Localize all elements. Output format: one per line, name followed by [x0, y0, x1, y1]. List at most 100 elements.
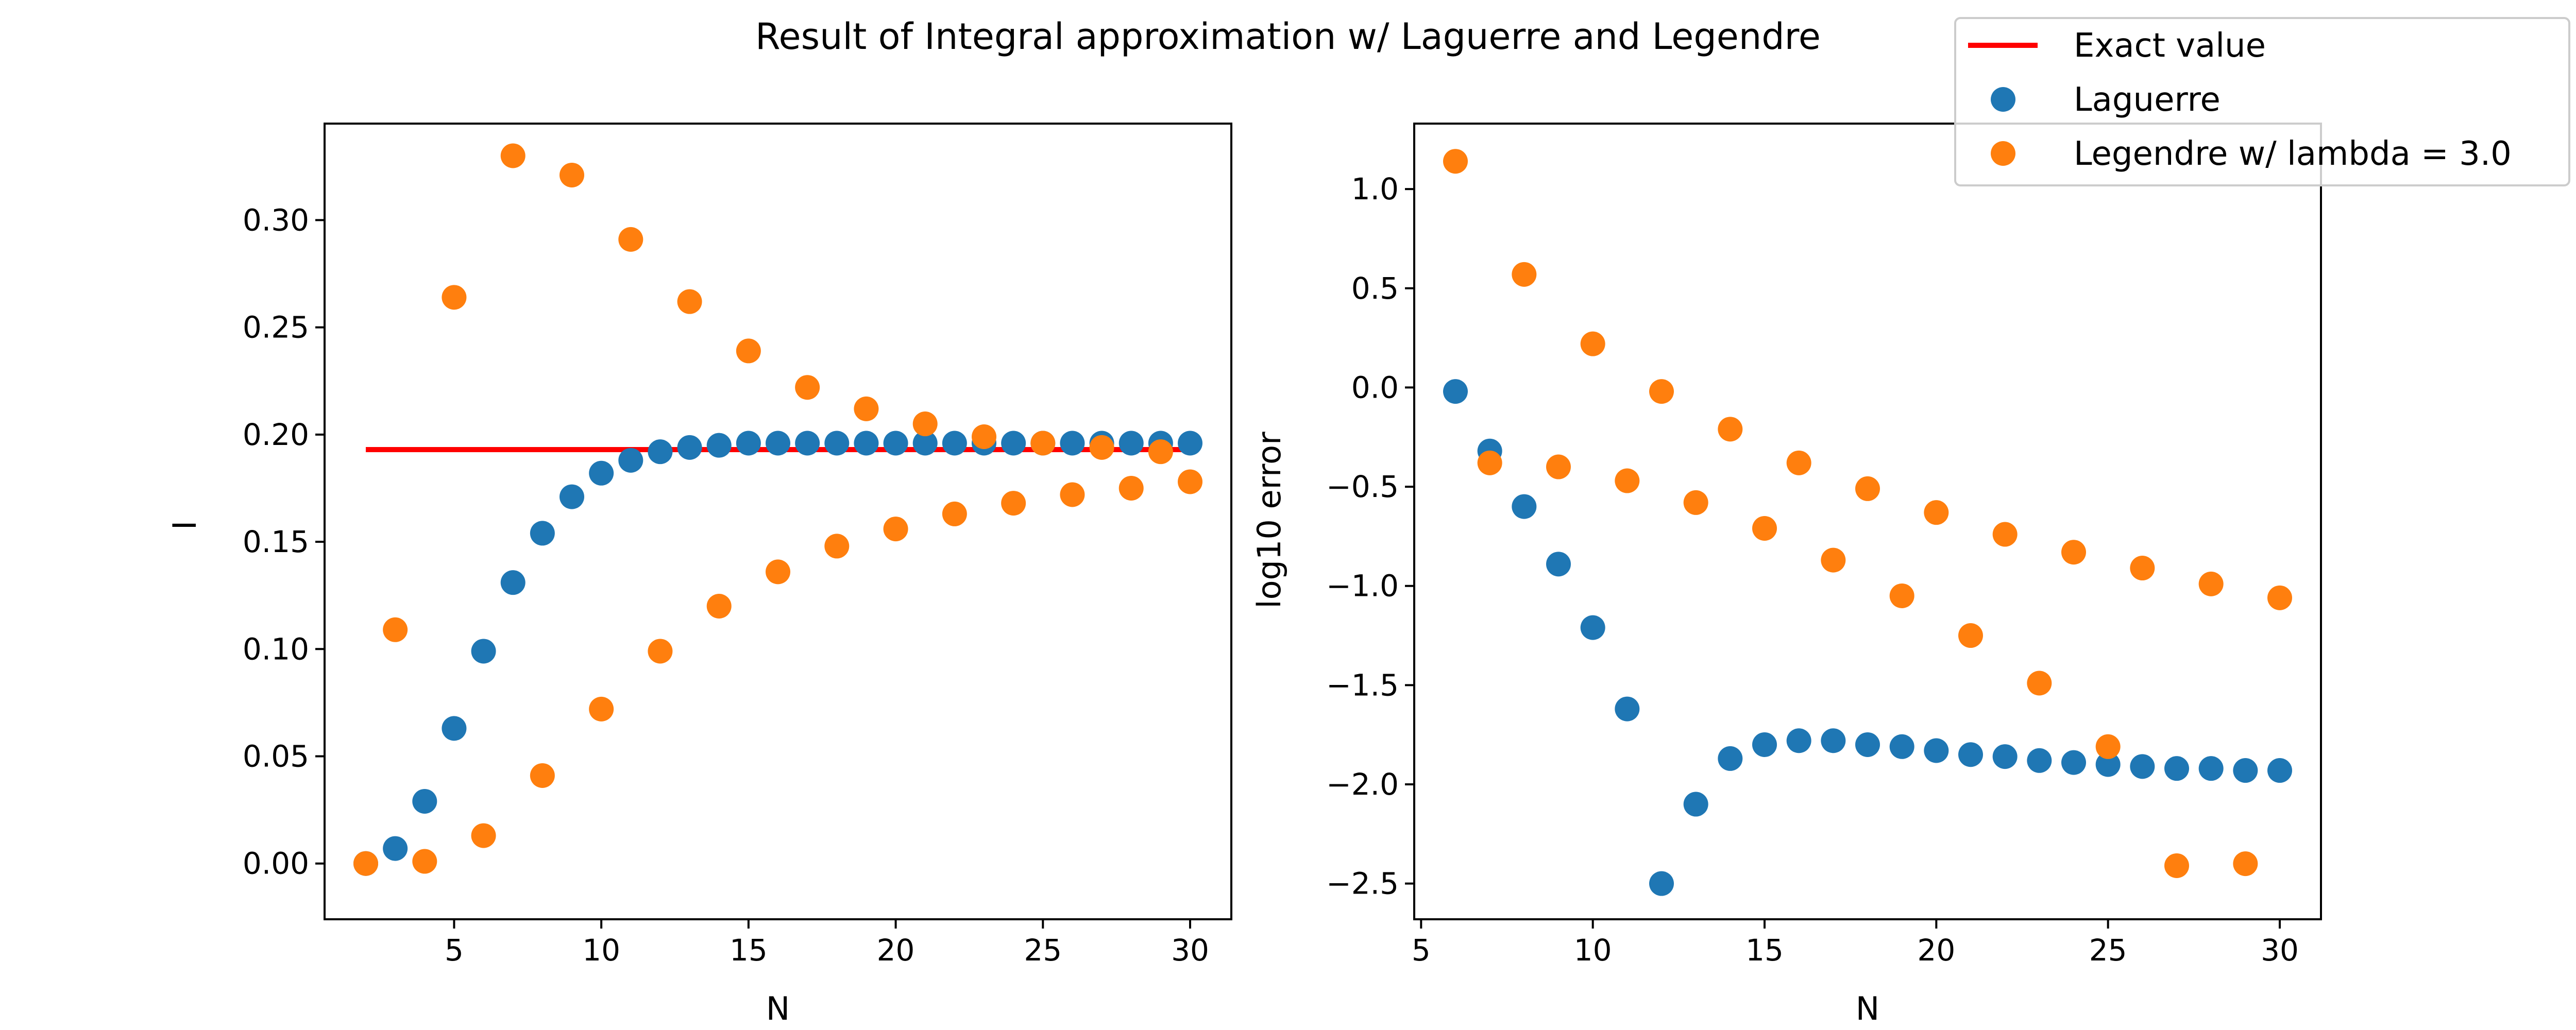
right-plot-laguerre-point	[2027, 748, 2052, 773]
right-plot-legendre-point	[2061, 540, 2086, 565]
right-plot-legendre-point	[2130, 556, 2155, 581]
left-plot-ytick-label: 0.05	[243, 739, 309, 774]
left-plot-legendre-point	[795, 375, 820, 400]
right-plot-laguerre-point	[1958, 742, 1983, 767]
right-plot-laguerre-point	[1821, 728, 1846, 753]
right-plot-laguerre-point	[1924, 738, 1949, 763]
right-plot-laguerre-point	[1889, 734, 1914, 759]
right-plot-legendre-point	[2164, 853, 2189, 878]
right-plot-laguerre-point	[2130, 754, 2155, 779]
right-plot-xtick-label: 20	[1917, 933, 1955, 968]
right-plot-ytick-label: 0.5	[1351, 271, 1399, 306]
right-plot-marks	[1443, 149, 2292, 896]
left-plot-laguerre-point	[1178, 431, 1202, 456]
right-plot-legendre-point	[1546, 454, 1571, 479]
right-plot-laguerre-point	[1615, 696, 1640, 722]
legend-legendre-label: Legendre w/ lambda = 3.0	[2074, 135, 2512, 173]
right-plot-legendre-point	[1752, 516, 1777, 541]
right-plot-xtick-label: 30	[2261, 933, 2299, 968]
right-plot-laguerre-point	[1855, 732, 1880, 757]
right-plot-legendre-point	[1786, 450, 1811, 475]
legend-exact-label: Exact value	[2074, 27, 2266, 65]
right-plot-legendre-point	[1580, 331, 1605, 356]
left-plot-laguerre-point	[530, 521, 555, 546]
right-plot-frame	[1413, 123, 2322, 920]
left-plot-xtick-label: 25	[1024, 933, 1062, 968]
right-plot-legendre-point	[1615, 468, 1640, 493]
left-plot-laguerre-point	[1001, 431, 1026, 456]
right-plot-laguerre-point	[1443, 379, 1468, 404]
left-plot-laguerre-point	[883, 431, 908, 456]
left-plot-laguerre-point	[500, 570, 526, 595]
right-plot-ticks: 5 10 15 20 25 30 −2.5 −2.0 −1.5 −1.0 −0.5 0.0 0.5 1.0	[1326, 171, 2299, 968]
right-plot-legendre-point	[1821, 547, 1846, 573]
figure-title: Result of Integral approximation w/ Lagu…	[755, 15, 1821, 58]
left-plot-legendre-point	[1178, 469, 1202, 494]
right-plot-legendre-point	[1958, 623, 1983, 648]
left-plot-legendre-point	[883, 517, 908, 542]
right-plot-legendre-point	[1924, 500, 1949, 525]
left-plot-legendre-point	[500, 143, 526, 168]
right-plot-legendre-point	[1718, 417, 1743, 442]
left-plot-laguerre-point	[412, 788, 437, 814]
right-plot-legendre-point	[2233, 851, 2258, 877]
left-plot-laguerre-point	[618, 448, 643, 473]
left-plot-laguerre-point	[1118, 431, 1144, 456]
left-plot-legendre-point	[824, 534, 850, 559]
right-plot-xtick-label: 10	[1574, 933, 1612, 968]
right-plot-ytick-label: −1.5	[1326, 667, 1399, 702]
left-plot: 5 10 15 20 25 300.000.050.100.150.200.250.30 …	[166, 123, 1232, 1027]
right-plot: 5 10 15 20 25 30 −2.5 −2.0 −1.5 −1.0 −0.5 0.0 0.5 1.0…	[1250, 123, 2322, 1027]
right-plot-legendre-point	[2095, 734, 2121, 759]
left-plot-ytick-label: 0.30	[243, 202, 309, 237]
left-plot-legendre-point	[942, 501, 967, 526]
left-plot-laguerre-point	[912, 431, 938, 456]
left-plot-laguerre-point	[942, 431, 967, 456]
right-plot-xtick-label: 15	[1745, 933, 1784, 968]
left-plot-xtick-label: 5	[445, 933, 464, 968]
right-plot-ytick-label: 1.0	[1351, 171, 1399, 207]
left-plot-laguerre-point	[442, 716, 467, 741]
right-plot-ytick-label: −2.0	[1326, 767, 1399, 802]
legend-laguerre-label: Laguerre	[2074, 81, 2221, 119]
left-plot-laguerre-point	[736, 431, 761, 456]
left-plot-legendre-point	[1148, 439, 1173, 465]
right-plot-legendre-point	[1512, 262, 1537, 287]
left-plot-laguerre-point	[589, 460, 614, 486]
left-plot-laguerre-point	[706, 433, 732, 458]
left-plot-laguerre-point	[648, 439, 673, 465]
right-plot-xlabel: N	[1856, 990, 1879, 1027]
right-plot-laguerre-point	[2095, 752, 2121, 777]
left-plot-legendre-point	[1089, 435, 1114, 460]
left-plot-legendre-point	[589, 696, 614, 722]
left-plot-legendre-point	[972, 424, 996, 450]
left-plot-legendre-point	[912, 411, 938, 437]
right-plot-ytick-label: −0.5	[1326, 469, 1399, 504]
left-plot-ytick-label: 0.00	[243, 846, 309, 881]
left-plot-xtick-label: 15	[730, 933, 768, 968]
left-plot-laguerre-point	[560, 484, 584, 509]
right-plot-laguerre-point	[2164, 756, 2189, 781]
right-plot-legendre-point	[1649, 379, 1674, 404]
left-plot-legendre-point	[736, 338, 761, 364]
legend-laguerre-swatch	[1991, 87, 2015, 112]
left-plot-ytick-label: 0.10	[243, 631, 309, 666]
left-plot-legendre-point	[353, 851, 378, 876]
left-plot-frame	[324, 123, 1232, 920]
right-plot-laguerre-point	[1786, 728, 1811, 753]
right-plot-ylabel: log10 error	[1250, 432, 1288, 609]
right-plot-laguerre-point	[1580, 615, 1605, 640]
left-plot-marks	[353, 143, 1202, 876]
right-plot-laguerre-point	[1683, 792, 1708, 817]
left-plot-legendre-point	[854, 396, 879, 421]
left-plot-legendre-point	[1060, 482, 1085, 507]
right-plot-legendre-point	[2267, 585, 2292, 610]
right-plot-ytick-label: −1.0	[1326, 569, 1399, 604]
left-plot-legendre-point	[706, 593, 732, 619]
right-plot-laguerre-point	[1992, 744, 2018, 769]
left-plot-legendre-point	[1118, 475, 1144, 501]
right-plot-legendre-point	[2027, 671, 2052, 696]
left-plot-laguerre-point	[766, 431, 790, 456]
right-plot-laguerre-point	[2198, 756, 2224, 781]
